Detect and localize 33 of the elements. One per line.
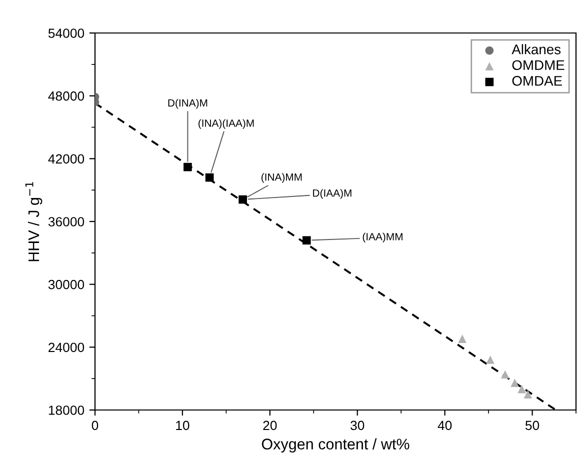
annotation: (INA)MM bbox=[262, 173, 302, 183]
x-tick-label: 50 bbox=[525, 420, 540, 430]
point bbox=[205, 173, 214, 182]
x-axis-title: Oxygen content / wt% bbox=[262, 438, 410, 453]
point bbox=[524, 390, 532, 398]
x-tick-label: 20 bbox=[263, 420, 277, 430]
y-tick-label: 48000 bbox=[48, 91, 84, 101]
point bbox=[486, 356, 494, 364]
y-tick-label: 36000 bbox=[48, 217, 84, 226]
x-tick-label: 0 bbox=[92, 420, 98, 430]
annotation: (IAA)MM bbox=[362, 232, 402, 242]
y-tick-label: 54000 bbox=[48, 28, 84, 38]
point bbox=[518, 384, 526, 394]
y-tick-label: 30000 bbox=[48, 280, 84, 290]
x-tick-label: 40 bbox=[438, 420, 452, 430]
y-axis-title: HHV / J g$^{−1}$ bbox=[25, 182, 42, 262]
point bbox=[238, 195, 247, 204]
y-tick-label: 42000 bbox=[48, 154, 84, 164]
point bbox=[302, 236, 311, 245]
point bbox=[458, 334, 466, 343]
y-tick-label: 24000 bbox=[48, 342, 84, 352]
legend-label: Alkanes bbox=[512, 44, 561, 54]
point bbox=[184, 162, 192, 172]
legend-label: OMDAE bbox=[512, 76, 562, 86]
annotation: D(INA)M bbox=[168, 99, 208, 109]
x-tick-label: 30 bbox=[350, 420, 364, 430]
x-tick-label: 10 bbox=[176, 420, 190, 430]
point bbox=[500, 370, 510, 379]
legend-label: OMDME bbox=[512, 60, 564, 70]
point bbox=[510, 378, 519, 387]
annotation: (INA)(IAA)M bbox=[198, 119, 254, 129]
y-tick-label: 18000 bbox=[48, 406, 84, 415]
annotation: D(IAA)M bbox=[313, 189, 352, 199]
